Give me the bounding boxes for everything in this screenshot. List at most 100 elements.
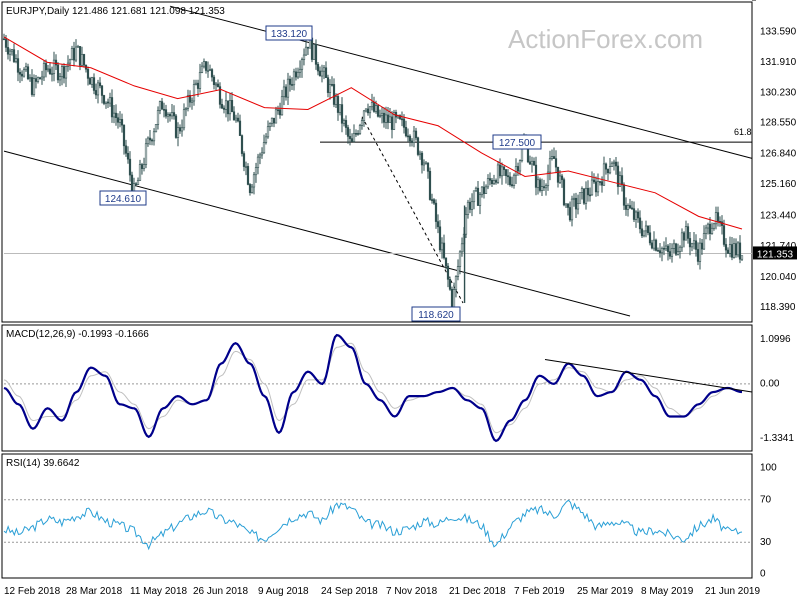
rsi-y-tick-label: 30 [760,537,772,548]
candle [652,231,656,251]
candle [226,100,230,122]
candle [8,48,12,62]
candle-body [118,119,122,123]
candle [302,48,306,66]
candle-body [184,108,188,111]
candle [76,44,80,48]
x-tick-label: 11 May 2018 [130,586,188,597]
candle [442,234,446,260]
candle-body [14,58,18,62]
candle [94,83,98,100]
candle-body [166,114,170,117]
candle [118,111,122,128]
candle-body [4,38,8,48]
candle [134,182,138,187]
candle-body [366,108,370,114]
candle [416,136,420,157]
candle-body [566,203,570,208]
candle [216,79,220,88]
candle-body [146,137,150,145]
x-tick-label: 7 Nov 2018 [386,586,438,597]
candle [554,150,558,174]
candle [422,159,426,171]
candle-body [292,71,296,86]
candle-body [610,162,614,167]
rsi-plot [3,499,752,551]
candle [410,138,414,147]
candle [530,156,534,173]
candle-body [182,109,186,129]
candle [556,166,560,188]
candle-body [578,192,582,204]
candle-body [618,175,622,187]
macd-line [3,333,743,443]
candle [724,238,728,258]
candle [298,60,302,78]
candle [544,183,548,196]
candle [630,200,634,210]
candle-body [288,78,292,85]
candle [646,225,650,236]
candle [262,134,266,154]
candle [512,173,516,189]
candle-body [226,100,230,115]
candle-body [414,130,418,139]
candle [632,201,636,222]
candle [550,149,554,161]
candle [100,85,104,104]
candle-body [438,226,442,251]
candle [270,117,274,127]
candle-body [272,117,276,124]
candle [732,238,736,259]
candle-body [544,185,548,189]
candle [626,203,630,217]
candle-body [448,279,452,290]
candle-body [538,179,542,191]
candle [320,64,324,83]
macd-signal-line [3,342,743,434]
candle-body [42,63,46,78]
candle-body [260,152,264,156]
candle [220,98,224,109]
candle-body [346,127,350,137]
candle [350,133,354,142]
candle [150,138,154,146]
candle-body [98,82,102,87]
candle-body [334,96,338,105]
candle-body [164,109,168,117]
candle-body [666,245,670,252]
candle-body [112,112,116,118]
candle-body [48,68,52,74]
x-tick-label: 21 Dec 2018 [449,586,506,597]
candle [492,174,496,185]
candle-body [18,72,22,75]
candle [398,114,402,120]
candle-body [652,239,656,249]
candle [566,203,570,216]
candle-body [488,178,492,181]
annotation-118620: 118.620 [411,306,461,322]
candle-body [392,112,396,130]
candle [726,247,730,254]
candle [158,100,162,115]
candle [346,124,350,144]
candle-body [426,162,430,172]
moving-average-line [3,36,743,230]
candle [338,104,342,116]
candle-body [698,242,702,262]
candle-body [486,178,490,188]
candle [528,155,532,166]
candle [364,108,368,113]
candle-body [458,251,462,267]
candle-body [508,176,512,185]
candle [562,177,566,207]
candle [224,92,228,118]
candle [162,102,166,118]
candle-body [222,107,226,110]
candle [188,90,192,108]
candle [586,180,590,202]
candle [692,232,696,250]
candle [214,82,218,90]
candle-body [602,163,606,186]
candle-body [684,226,688,241]
